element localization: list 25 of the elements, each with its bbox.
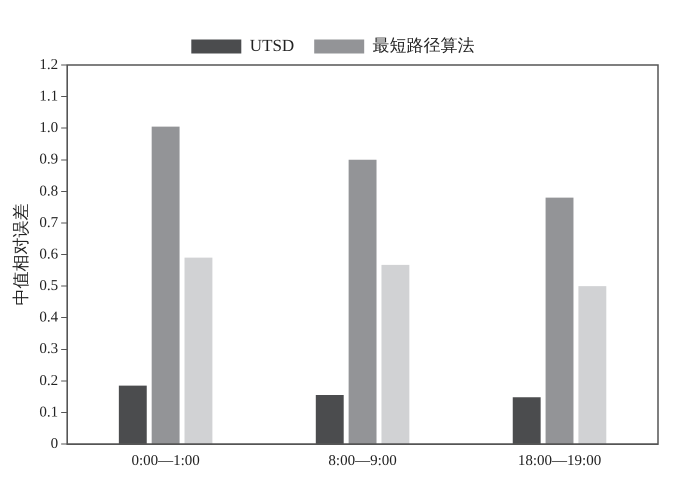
bar xyxy=(381,264,410,444)
y-tick-label: 0.7 xyxy=(39,214,59,231)
bar xyxy=(184,258,212,444)
y-tick-label: 0.3 xyxy=(39,341,58,358)
y-tick-label: 0.9 xyxy=(39,152,58,168)
x-tick-label: 0:00—1:00 xyxy=(131,452,200,469)
y-axis-title: 中值相对误差 xyxy=(12,204,31,306)
y-tick-label: 1.1 xyxy=(39,88,58,105)
y-tick-label: 0.2 xyxy=(39,372,58,389)
legend-label: 最短路径算法 xyxy=(372,36,475,55)
y-tick-label: 0.5 xyxy=(39,278,58,294)
bar xyxy=(578,286,606,444)
bar xyxy=(152,126,180,444)
bar xyxy=(546,198,574,444)
y-tick-label: 0 xyxy=(50,436,58,452)
x-tick-label: 18:00—19:00 xyxy=(518,452,602,469)
y-tick-label: 0.6 xyxy=(39,246,59,262)
y-tick-label: 1.2 xyxy=(39,56,58,73)
x-tick-label: 8:00—9:00 xyxy=(328,452,397,469)
y-tick-label: 0.4 xyxy=(39,310,59,326)
legend-label: UTSD xyxy=(250,36,294,55)
bar xyxy=(348,160,377,444)
y-tick-label: 0.8 xyxy=(39,183,58,200)
y-tick-label: 1.0 xyxy=(39,120,58,136)
y-tick-label: 0.1 xyxy=(39,404,58,420)
